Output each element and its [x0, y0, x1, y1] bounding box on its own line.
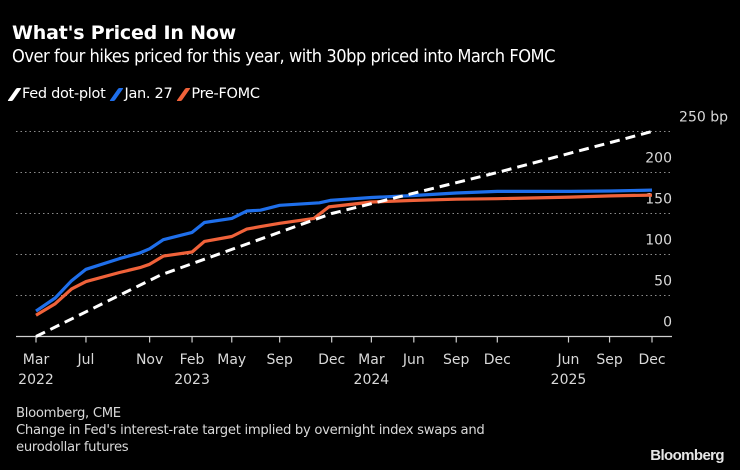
note-text-line-1: Change in Fed's interest-rate target imp…: [16, 423, 485, 438]
x-tick-label: Sep: [266, 352, 293, 368]
x-tick-label: May: [217, 352, 246, 368]
x-tick-label: Jun: [557, 352, 580, 368]
line-chart: Mar 2022 Jul Nov Feb 2023 May Sep Dec Mar 2024 Jun S…: [16, 110, 728, 388]
x-axis: Mar 2022 Jul Nov Feb 2023 May Sep Dec Mar 2024 Jun S…: [16, 335, 672, 388]
y-tick-label: 0: [663, 315, 672, 331]
x-tick-label: Sep: [443, 352, 470, 368]
x-tick-year-label: 2024: [354, 372, 390, 388]
series-line-jan-27: [35, 188, 653, 313]
x-tick-label: Sep: [596, 352, 623, 368]
legend-item-pre-fomc: Pre-FOMC: [176, 86, 260, 102]
legend-item-jan-27: Jan. 27: [109, 86, 173, 102]
series-line-pre-fomc: [35, 193, 653, 317]
y-tick-label: 200: [645, 151, 672, 167]
chart-title: What's Priced In Now: [12, 22, 237, 44]
footer: Bloomberg, CME Change in Fed's interest-…: [16, 405, 485, 456]
series-lines: [35, 130, 653, 338]
y-tick-label: 50: [654, 274, 672, 290]
x-tick-label: Mar: [358, 352, 385, 368]
chart-subtitle: Over four hikes priced for this year, wi…: [12, 47, 556, 67]
gridlines: [16, 131, 670, 296]
legend-item-fed-dot-plot: Fed dot-plot: [7, 86, 106, 102]
x-tick-label: Jul: [77, 352, 95, 368]
x-tick-label: Nov: [136, 352, 163, 368]
source-text: Bloomberg, CME: [16, 406, 121, 421]
series-line-fed-dot-plot: [35, 130, 653, 338]
x-tick-year-label: 2023: [174, 372, 210, 388]
x-tick-year-label: 2022: [18, 372, 54, 388]
x-tick-label: Dec: [484, 352, 511, 368]
x-tick-label: Mar: [23, 352, 50, 368]
legend-label: Pre-FOMC: [191, 86, 260, 102]
legend-label: Fed dot-plot: [22, 86, 106, 102]
x-tick-label: Jun: [402, 352, 425, 368]
x-tick-label: Feb: [180, 352, 205, 368]
y-tick-label: 250 bp: [679, 110, 728, 126]
bloomberg-logo: Bloomberg: [650, 447, 724, 464]
x-tick-year-label: 2025: [551, 372, 587, 388]
x-tick-label: Dec: [638, 352, 665, 368]
y-tick-label: 100: [645, 233, 672, 249]
legend: Fed dot-plot Jan. 27 Pre-FOMC: [7, 86, 269, 102]
legend-label: Jan. 27: [124, 86, 173, 102]
x-tick-label: Dec: [318, 352, 345, 368]
note-text-line-2: eurodollar futures: [16, 440, 129, 455]
